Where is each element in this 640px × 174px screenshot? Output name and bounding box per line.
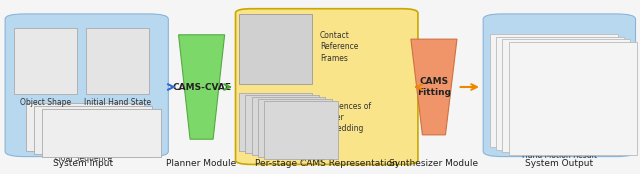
Text: Goal Sequence: Goal Sequence [54,154,112,163]
FancyBboxPatch shape [258,99,332,157]
FancyBboxPatch shape [252,97,325,155]
FancyBboxPatch shape [239,93,312,151]
FancyBboxPatch shape [14,28,77,94]
Polygon shape [411,39,457,135]
Text: Object Shape: Object Shape [20,98,71,107]
Text: Per-stage CAMS Representation: Per-stage CAMS Representation [255,159,398,168]
FancyBboxPatch shape [496,37,624,150]
FancyBboxPatch shape [490,34,618,147]
Text: System Input: System Input [53,159,113,168]
Text: × nᵒₜₐᴳᵉˢ: × nᵒₜₐᴳᵉˢ [301,155,333,164]
Text: System Output: System Output [525,159,593,168]
Text: CAMS-CVAE: CAMS-CVAE [172,82,231,92]
Text: Synthesizer Module: Synthesizer Module [389,159,479,168]
FancyBboxPatch shape [26,103,144,151]
FancyBboxPatch shape [5,14,168,157]
FancyBboxPatch shape [264,101,338,159]
FancyBboxPatch shape [509,42,637,155]
Text: Sequences of
Finger
Embedding: Sequences of Finger Embedding [320,102,371,133]
FancyBboxPatch shape [483,14,636,157]
FancyBboxPatch shape [34,106,152,154]
FancyBboxPatch shape [236,9,418,164]
FancyBboxPatch shape [42,109,161,157]
Text: Planner Module: Planner Module [166,159,237,168]
Text: Initial Hand State: Initial Hand State [84,98,151,107]
Text: CAMS
Fitting: CAMS Fitting [417,77,451,97]
FancyBboxPatch shape [502,39,630,152]
Text: Hand Motion Result: Hand Motion Result [522,151,597,160]
FancyBboxPatch shape [239,14,312,84]
FancyBboxPatch shape [245,95,319,153]
Polygon shape [179,35,225,139]
FancyBboxPatch shape [86,28,149,94]
Text: Contact
Reference
Frames: Contact Reference Frames [320,31,358,63]
